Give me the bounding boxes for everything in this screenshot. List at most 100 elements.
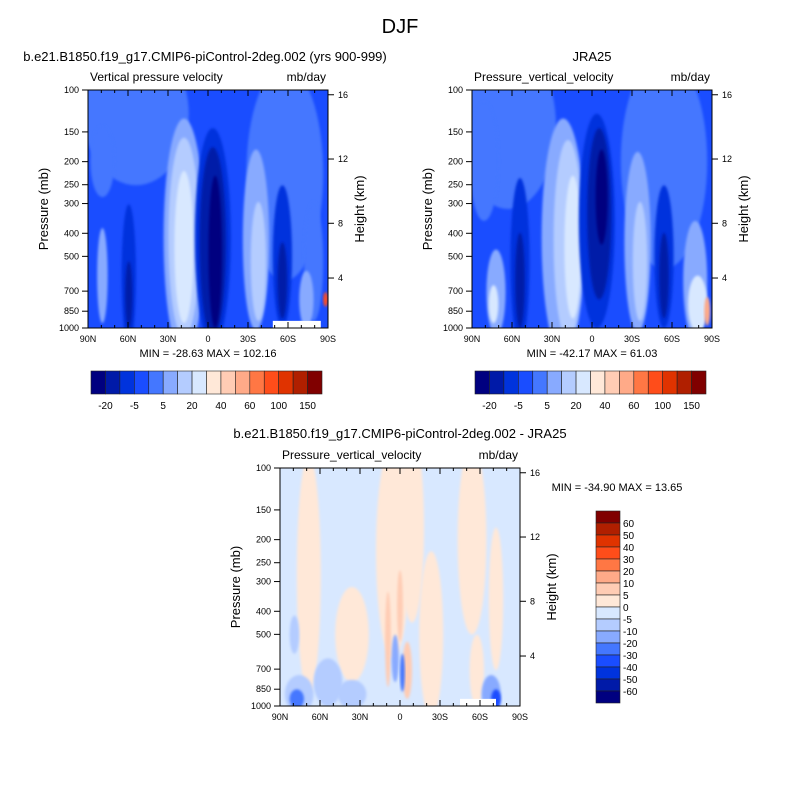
- contour-region: [400, 653, 405, 692]
- colorbar-label: -20: [98, 401, 113, 412]
- y-tick-label: 100: [64, 85, 79, 95]
- missing-data-region: [272, 320, 321, 328]
- colorbar-label: 20: [187, 401, 199, 412]
- colorbar-box: [489, 370, 505, 395]
- contour-region: [704, 297, 711, 326]
- colorbar-box: [662, 370, 678, 395]
- plot-panel-3: b.e21.B1850.f19_g17.CMIP6-piControl-2deg…: [228, 426, 682, 722]
- colorbar-box: [105, 370, 121, 395]
- colorbar-label: 40: [599, 401, 611, 412]
- colorbar-label: 40: [623, 543, 635, 554]
- x-tick-label: 90S: [320, 334, 336, 344]
- y2-tick-label: 12: [530, 532, 540, 542]
- y-axis-label: Pressure (mb): [36, 168, 51, 250]
- y-tick-label: 200: [256, 535, 271, 545]
- figure-title: DJF: [382, 16, 419, 38]
- contour-region: [335, 587, 369, 683]
- contour-region: [469, 634, 484, 706]
- colorbar-label: 40: [215, 401, 227, 412]
- colorbar-box: [546, 370, 562, 395]
- colorbar-label: -30: [623, 651, 638, 662]
- right-string: mb/day: [671, 70, 710, 84]
- contour-field: [472, 90, 712, 328]
- x-tick-label: 60S: [280, 334, 296, 344]
- colorbar-label: 20: [623, 567, 635, 578]
- colorbar-label: 150: [683, 401, 700, 412]
- plot-title: b.e21.B1850.f19_g17.CMIP6-piControl-2deg…: [23, 49, 387, 64]
- colorbar-label: -60: [623, 687, 638, 698]
- colorbar-box: [177, 370, 193, 395]
- colorbar-box: [220, 370, 236, 395]
- y-tick-label: 150: [448, 127, 463, 137]
- y-tick-label: 200: [448, 157, 463, 167]
- colorbar-box: [619, 370, 635, 395]
- x-tick-label: 30S: [624, 334, 640, 344]
- colorbar-box: [503, 370, 519, 395]
- colorbar-label: 50: [623, 531, 635, 542]
- y-tick-label: 150: [64, 127, 79, 137]
- colorbar-box: [595, 654, 621, 668]
- colorbar-box: [590, 370, 606, 395]
- y-tick-label: 850: [64, 306, 79, 316]
- contour-field: [280, 468, 520, 706]
- colorbar-box: [595, 510, 621, 524]
- colorbar-label: -5: [130, 401, 139, 412]
- contour-region: [472, 101, 499, 221]
- colorbar-box: [90, 370, 106, 395]
- y2-tick-label: 12: [338, 154, 348, 164]
- y2-tick-label: 4: [722, 273, 727, 283]
- x-tick-label: 60N: [120, 334, 137, 344]
- y-tick-label: 500: [64, 251, 79, 261]
- contour-region: [595, 149, 608, 245]
- colorbar-label: 60: [244, 401, 256, 412]
- colorbar-box: [595, 546, 621, 560]
- contour-region: [659, 232, 669, 319]
- y-tick-label: 1000: [59, 323, 79, 333]
- x-tick-label: 30N: [544, 334, 561, 344]
- plot-panel-2: JRA25 Pressure_vertical_velocity mb/day 90N…: [420, 49, 751, 412]
- colorbar-label: 20: [571, 401, 583, 412]
- contour-region: [299, 270, 314, 328]
- x-tick-label: 30S: [432, 712, 448, 722]
- colorbar-box: [474, 370, 490, 395]
- y2-tick-label: 8: [530, 596, 535, 606]
- contour-region: [515, 232, 525, 328]
- right-string: mb/day: [287, 70, 326, 84]
- y-tick-label: 1000: [251, 701, 271, 711]
- y2-tick-label: 16: [722, 90, 732, 100]
- colorbar-label: 60: [623, 519, 635, 530]
- y-tick-label: 300: [64, 199, 79, 209]
- y-tick-label: 500: [448, 251, 463, 261]
- y2-tick-label: 8: [338, 218, 343, 228]
- colorbar-box: [532, 370, 548, 395]
- y-tick-label: 850: [448, 306, 463, 316]
- colorbar-box: [249, 370, 265, 395]
- y-tick-label: 1000: [443, 323, 463, 333]
- contour-region: [457, 468, 487, 635]
- y-tick-label: 400: [256, 606, 271, 616]
- y2-tick-label: 4: [338, 273, 343, 283]
- colorbar-box: [595, 570, 621, 584]
- contour-region: [400, 468, 424, 623]
- colorbar-box: [595, 678, 621, 692]
- y-tick-label: 100: [256, 463, 271, 473]
- contour-region: [488, 285, 499, 324]
- colorbar-box: [595, 690, 621, 704]
- contour-region: [391, 634, 399, 683]
- colorbar-box: [148, 370, 164, 395]
- colorbar-box: [595, 666, 621, 680]
- y-tick-label: 300: [448, 199, 463, 209]
- y-tick-label: 700: [448, 286, 463, 296]
- y2-tick-label: 16: [530, 468, 540, 478]
- contour-region: [208, 175, 222, 328]
- x-tick-label: 90N: [464, 334, 481, 344]
- colorbar-box: [691, 370, 707, 395]
- colorbar-box: [307, 370, 323, 395]
- colorbar: -20 -5 5 20 40 60 100 150: [474, 370, 707, 412]
- contour-region: [688, 275, 708, 328]
- colorbar-label: -5: [514, 401, 523, 412]
- contour-region: [564, 175, 582, 319]
- x-tick-label: 60S: [664, 334, 680, 344]
- colorbar-label: -20: [623, 639, 638, 650]
- x-tick-label: 90S: [704, 334, 720, 344]
